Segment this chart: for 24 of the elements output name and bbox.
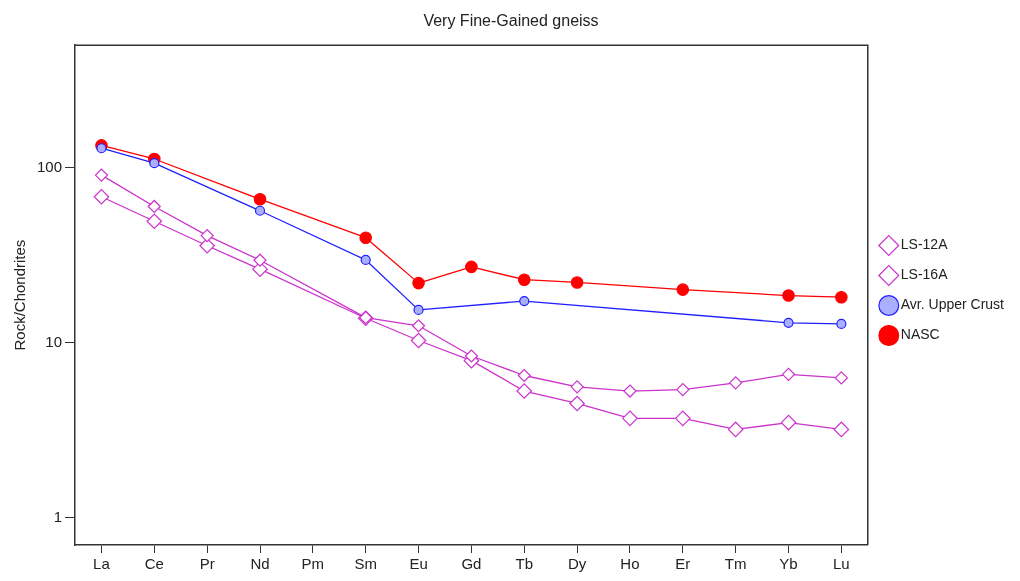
x-tick-label: Dy: [567, 555, 587, 573]
x-tick-label: Tm: [724, 555, 747, 573]
x-tick-label: Pr: [199, 555, 215, 573]
x-tick-label: Gd: [461, 555, 482, 573]
legend-label: LS-12A: [900, 236, 949, 253]
x-tick-label: Ce: [144, 555, 164, 573]
chart-title: Very Fine-Gained gneiss: [423, 12, 599, 30]
y-axis-title: Rock/Chondrites: [11, 239, 29, 351]
x-tick-label: Eu: [409, 555, 428, 573]
legend-label: NASC: [900, 326, 940, 343]
x-tick-label: Yb: [779, 555, 798, 573]
x-tick-label: Nd: [250, 555, 270, 573]
x-tick-label: Lu: [833, 555, 850, 573]
legend-label: LS-16A: [900, 266, 949, 283]
y-tick-label: 1: [53, 508, 63, 526]
x-tick-label: Er: [675, 555, 691, 573]
legend-label: Avr. Upper Crust: [900, 296, 1005, 313]
x-tick-label: Sm: [354, 555, 377, 573]
y-tick-label: 100: [37, 157, 63, 175]
x-tick-label: Ho: [620, 555, 640, 573]
x-tick-label: Pm: [301, 555, 325, 573]
y-tick-label: 10: [45, 332, 63, 350]
x-tick-label: La: [93, 555, 111, 573]
x-tick-label: Tb: [515, 555, 534, 573]
